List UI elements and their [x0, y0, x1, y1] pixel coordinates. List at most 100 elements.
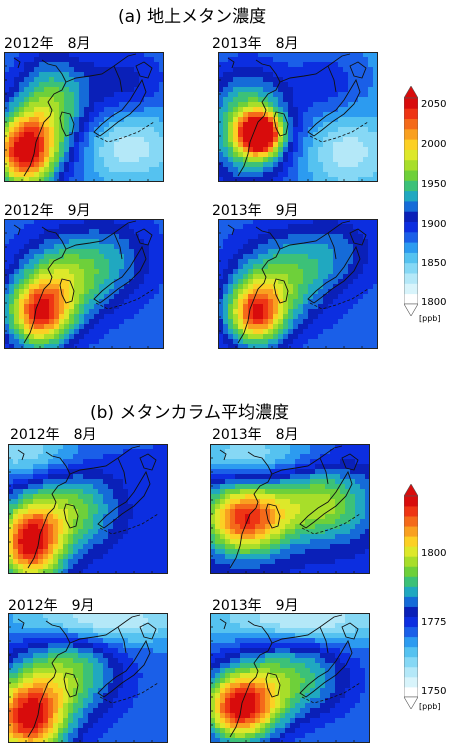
colorbar-b-swatch: [404, 506, 418, 517]
colorbar-b-top-arrow: [404, 484, 418, 497]
map-b-2013-08-coastline: [299, 470, 353, 529]
map-a-2013-08-boundary: [309, 121, 369, 143]
map-b-2013-08-coastline: [265, 503, 281, 529]
map-b-2013-09-coastline: [219, 618, 227, 630]
map-b-2012-09-coastline: [69, 614, 141, 644]
map-b-2012-08-coastline: [117, 457, 127, 485]
colorbar-a-top-arrow: [404, 86, 418, 99]
colorbar-b-bottom-arrow: [404, 696, 418, 709]
colorbar-a-swatch: [404, 98, 418, 109]
map-b-2013-09-coastline: [341, 622, 359, 640]
map-b-2013-09-coastline: [319, 626, 329, 654]
map-b-2013-08-coastline: [229, 451, 273, 569]
map-a-2012-08-coastline: [113, 65, 123, 93]
colorbar-b-tick-1800: 1800: [421, 548, 447, 559]
map-b-2013-08-coastline: [341, 453, 359, 471]
colorbar-b-swatch: [404, 606, 418, 617]
map-b-2012-09-coastline: [27, 620, 71, 738]
colorbar-a-swatch: [404, 252, 418, 264]
map-a-2012-08-coastline: [135, 61, 153, 79]
map-b-2013-09-frame: [210, 613, 370, 743]
map-b-2013-08-coastline: [319, 457, 329, 485]
colorbar-a-tick-1950: 1950: [421, 179, 447, 190]
colorbar-a-swatch: [404, 118, 418, 130]
map-b-2013-08-frame: [210, 444, 370, 574]
map-b-2012-09-coastline: [17, 618, 25, 630]
map-a-2013-08: [218, 52, 378, 182]
colorbar-b-tick-1750: 1750: [421, 686, 447, 697]
map-a-2012-08-coastline: [13, 57, 21, 69]
colorbar-a-swatch: [404, 221, 418, 233]
colorbar-a-tick-1800: 1800: [421, 297, 447, 308]
colorbar-a-swatch: [404, 283, 418, 295]
map-b-2013-09-coastline: [299, 639, 353, 698]
panel-label-b-2013-09: 2013年 9月: [212, 598, 299, 614]
panel-label-b-2012-08: 2012年 8月: [10, 427, 97, 443]
colorbar-b-swatch: [404, 496, 418, 507]
map-b-2013-09-coastline: [229, 620, 273, 738]
map-a-2012-08-frame: [4, 52, 164, 182]
map-a-2013-08-coastline: [327, 65, 337, 93]
panel-label-b-2012-09: 2012年 9月: [8, 598, 95, 614]
colorbar-b-swatch: [404, 566, 418, 577]
colorbar-a-tick-1850: 1850: [421, 258, 447, 269]
map-b-2012-09-coastline: [139, 622, 157, 640]
colorbar-b-unit: [ppb]: [419, 702, 441, 711]
map-a-2012-09-boundary: [95, 288, 155, 310]
colorbar-b-swatch: [404, 686, 418, 698]
colorbar-a-swatch: [404, 190, 418, 202]
map-b-2012-08: [8, 444, 168, 574]
colorbar-a-swatch: [404, 211, 418, 222]
colorbar-b-tick-1775: 1775: [421, 617, 447, 628]
map-a-2013-08-coastline: [273, 111, 289, 137]
map-a-2012-08-coastline: [59, 111, 75, 137]
map-b-2012-08-coastline: [27, 451, 71, 569]
map-a-2012-08: [4, 52, 164, 182]
map-a-2012-09-coastline: [13, 224, 21, 236]
colorbar-b-swatch: [404, 536, 418, 547]
panel-label-a-2012-09: 2012年 9月: [4, 203, 91, 219]
map-a-2013-09-coastline: [327, 232, 337, 260]
map-b-2013-08: [210, 444, 370, 574]
map-a-2012-09-coastline: [93, 245, 147, 304]
colorbar-b-swatch: [404, 666, 418, 678]
colorbar-a-bottom-arrow: [404, 303, 418, 316]
map-b-2012-09-coastline: [117, 626, 127, 654]
map-b-2012-09-frame: [8, 613, 168, 743]
map-a-2013-09-coastline: [349, 228, 367, 246]
colorbar-a-swatch: [404, 201, 418, 212]
map-a-2012-09-coastline: [135, 228, 153, 246]
map-b-2013-08-coastline: [271, 445, 343, 475]
map-a-2012-09: [4, 219, 164, 349]
map-b-2012-08-coastline: [17, 449, 25, 461]
map-a-2012-09-coastline: [23, 226, 67, 344]
colorbar-b-swatch: [404, 676, 418, 688]
map-a-2013-08-coastline: [227, 57, 235, 69]
map-a-2013-08-coastline: [349, 61, 367, 79]
colorbar-a-swatch: [404, 180, 418, 192]
colorbar-b-swatch: [404, 576, 418, 587]
map-a-2012-09-coastline: [59, 278, 75, 304]
panel-label-a-2013-09: 2013年 9月: [212, 203, 299, 219]
map-b-2013-09-coastline: [271, 614, 343, 644]
map-b-2012-08-coastline: [69, 445, 141, 475]
map-a-2012-08-coastline: [93, 78, 147, 137]
colorbar-a-tick-2000: 2000: [421, 139, 447, 150]
map-a-2013-09-coastline: [307, 245, 361, 304]
panel-label-b-2013-08: 2013年 8月: [212, 427, 299, 443]
map-a-2012-08-coastline: [65, 53, 137, 83]
map-b-2013-08-coastline: [219, 449, 227, 461]
colorbar-b-swatch: [404, 636, 418, 648]
colorbar-b-swatch: [404, 646, 418, 658]
colorbar-b-swatch: [404, 526, 418, 537]
map-b-2012-08-frame: [8, 444, 168, 574]
map-b-2012-09-coastline: [97, 639, 151, 698]
colorbar-a-tick-1900: 1900: [421, 219, 447, 230]
colorbar-b-swatch: [404, 656, 418, 668]
colorbar-a-swatch: [404, 159, 418, 171]
section-a-title: (a) 地上メタン濃度: [118, 7, 267, 27]
colorbar-a-swatch: [404, 128, 418, 140]
map-b-2012-08-coastline: [97, 470, 151, 529]
map-a-2013-09-boundary: [309, 288, 369, 310]
map-a-2013-08-frame: [218, 52, 378, 182]
